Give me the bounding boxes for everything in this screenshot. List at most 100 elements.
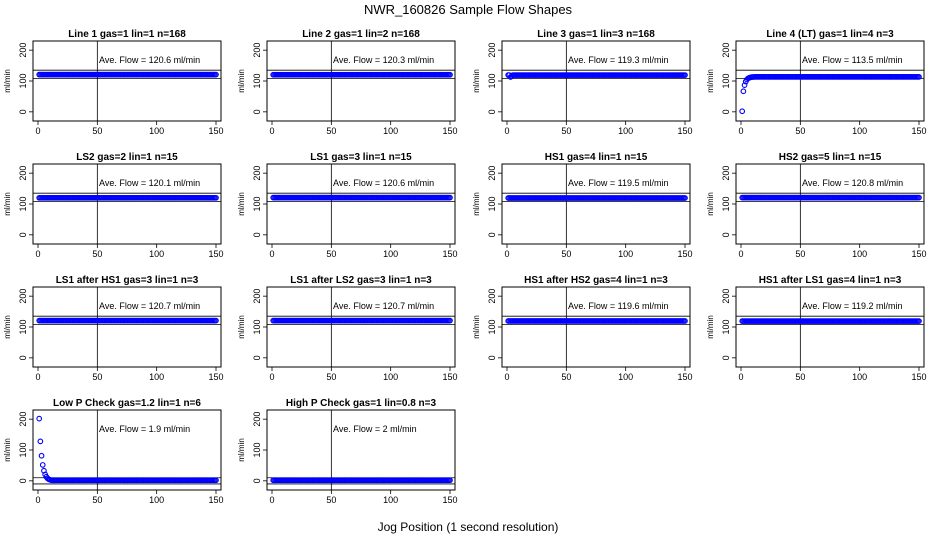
plot-frame <box>32 40 222 122</box>
average-flow-annotation: Ave. Flow = 120.8 ml/min <box>802 178 903 188</box>
x-tick-label: 50 <box>561 126 571 136</box>
y-axis-label: ml/min <box>472 315 481 339</box>
plot-frame <box>266 40 456 122</box>
data-point <box>213 477 219 484</box>
x-tick-label: 100 <box>618 126 633 136</box>
average-flow-annotation: Ave. Flow = 1.9 ml/min <box>99 424 190 434</box>
panel-8: HS2 gas=5 lin=1 n=15 0 50 100 150 0 100 200 ml/m… <box>706 152 927 259</box>
plot-frame <box>32 286 222 368</box>
panel-title: Line 3 gas=1 lin=3 n=168 <box>537 29 655 40</box>
panel-14: High P Check gas=1 lin=0.8 n=3 0 50 100 150 0… <box>237 398 458 505</box>
average-flow-annotation: Ave. Flow = 119.5 ml/min <box>568 178 668 188</box>
x-tick-label: 0 <box>504 126 509 136</box>
x-tick-label: 0 <box>738 249 743 259</box>
y-axis-label: ml/min <box>237 315 246 339</box>
x-tick-label: 150 <box>911 372 926 382</box>
y-axis-label: ml/min <box>237 438 246 462</box>
y-tick-label: 100 <box>18 196 28 211</box>
x-tick-label: 50 <box>326 249 336 259</box>
panel-title: High P Check gas=1 lin=0.8 n=3 <box>286 398 437 409</box>
x-tick-label: 50 <box>92 372 102 382</box>
figure-x-label: Jog Position (1 second resolution) <box>378 520 559 534</box>
data-point <box>916 73 922 80</box>
y-tick-label: 200 <box>721 166 731 181</box>
y-axis-label: ml/min <box>706 69 715 93</box>
y-tick-label: 0 <box>18 355 28 360</box>
x-tick-label: 100 <box>149 372 164 382</box>
data-point <box>682 195 688 201</box>
panel-title: Low P Check gas=1.2 lin=1 n=6 <box>53 398 201 409</box>
y-tick-label: 200 <box>252 43 262 58</box>
y-tick-label: 100 <box>487 319 497 334</box>
average-flow-annotation: Ave. Flow = 120.3 ml/min <box>333 55 434 65</box>
average-flow-annotation: Ave. Flow = 113.5 ml/min <box>802 55 902 65</box>
average-flow-annotation: Ave. Flow = 120.6 ml/min <box>99 55 200 65</box>
y-tick-label: 100 <box>18 442 28 457</box>
average-flow-annotation: Ave. Flow = 2 ml/min <box>333 424 417 434</box>
y-tick-label: 0 <box>721 355 731 360</box>
data-point <box>447 317 453 324</box>
y-axis-label: ml/min <box>706 315 715 339</box>
y-tick-label: 200 <box>487 289 497 304</box>
average-flow-annotation: Ave. Flow = 120.6 ml/min <box>333 178 434 188</box>
panel-3: Line 3 gas=1 lin=3 n=168 0 50 100 150 0 100 200… <box>472 29 693 136</box>
data-points <box>36 71 219 78</box>
x-tick-label: 150 <box>442 126 457 136</box>
x-tick-label: 50 <box>326 372 336 382</box>
y-tick-label: 200 <box>18 166 28 181</box>
data-point <box>37 438 44 445</box>
panel-10: LS1 after LS2 gas=3 lin=1 n=3 0 50 100 150 0 1… <box>237 275 458 382</box>
y-axis-label: ml/min <box>472 69 481 93</box>
data-point <box>39 462 46 468</box>
x-tick-label: 150 <box>442 249 457 259</box>
data-points <box>36 194 219 201</box>
x-tick-label: 150 <box>677 372 692 382</box>
x-tick-label: 150 <box>442 372 457 382</box>
panel-13: Low P Check gas=1.2 lin=1 n=6 0 50 100 150 0 1… <box>3 398 224 505</box>
y-tick-label: 200 <box>487 43 497 58</box>
panel-6: LS1 gas=3 lin=1 n=15 0 50 100 150 0 100 200 ml/m… <box>237 152 458 259</box>
y-tick-label: 0 <box>252 232 262 237</box>
panel-2: Line 2 gas=1 lin=2 n=168 0 50 100 150 0 100 200… <box>237 29 458 136</box>
y-axis-label: ml/min <box>237 69 246 93</box>
x-tick-label: 100 <box>383 126 398 136</box>
data-point <box>916 194 922 201</box>
x-tick-label: 150 <box>208 372 223 382</box>
y-axis-label: ml/min <box>3 315 12 339</box>
x-tick-label: 0 <box>269 249 274 259</box>
panel-title: Line 1 gas=1 lin=1 n=168 <box>68 29 186 40</box>
y-tick-label: 200 <box>252 289 262 304</box>
panel-5: LS2 gas=2 lin=1 n=15 0 50 100 150 0 100 200 ml/m… <box>3 152 224 259</box>
panel-title: HS1 after LS1 gas=4 lin=1 n=3 <box>759 275 902 286</box>
data-points <box>505 72 688 80</box>
plot-frame <box>266 163 456 245</box>
y-tick-label: 0 <box>18 478 28 483</box>
y-tick-label: 0 <box>18 109 28 114</box>
y-tick-label: 200 <box>18 43 28 58</box>
panel-12: HS1 after LS1 gas=4 lin=1 n=3 0 50 100 150 0 1… <box>706 275 927 382</box>
y-tick-label: 0 <box>252 478 262 483</box>
y-axis-label: ml/min <box>237 192 246 216</box>
y-tick-label: 100 <box>721 73 731 88</box>
y-axis-label: ml/min <box>706 192 715 216</box>
plot-frame <box>735 163 925 245</box>
x-tick-label: 150 <box>442 495 457 505</box>
data-point <box>36 415 43 422</box>
y-tick-label: 0 <box>721 232 731 237</box>
x-tick-label: 100 <box>852 249 867 259</box>
data-point <box>213 317 219 324</box>
panel-title: HS1 gas=4 lin=1 n=15 <box>545 152 648 163</box>
data-points <box>270 71 453 78</box>
x-tick-label: 100 <box>149 126 164 136</box>
x-tick-label: 0 <box>269 372 274 382</box>
y-axis-label: ml/min <box>3 438 12 462</box>
x-tick-label: 50 <box>561 249 571 259</box>
panel-title: LS2 gas=2 lin=1 n=15 <box>76 152 178 163</box>
panel-7: HS1 gas=4 lin=1 n=15 0 50 100 150 0 100 200 ml/m… <box>472 152 693 259</box>
data-points <box>505 195 688 201</box>
average-flow-annotation: Ave. Flow = 119.6 ml/min <box>568 301 668 311</box>
data-point <box>682 318 688 324</box>
x-tick-label: 50 <box>92 495 102 505</box>
data-point <box>682 72 688 78</box>
data-point <box>740 88 747 95</box>
